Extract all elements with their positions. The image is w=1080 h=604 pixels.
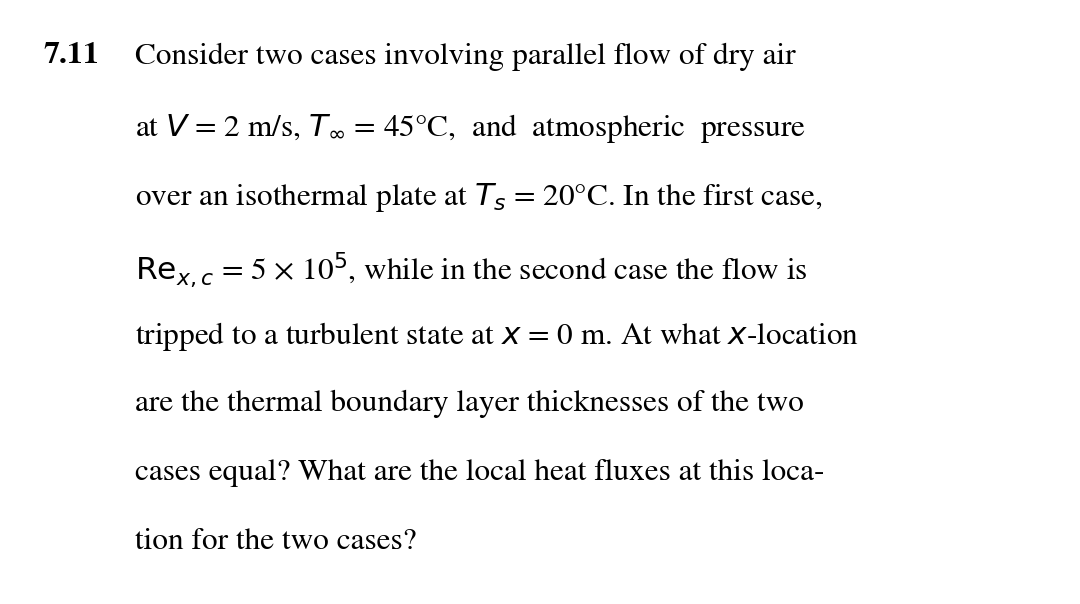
Text: 7.11: 7.11 xyxy=(43,42,99,69)
Text: over an isothermal plate at $T_s$ = 20°C. In the first case,: over an isothermal plate at $T_s$ = 20°C… xyxy=(135,181,823,214)
Text: $\mathrm{Re}_{x,c}$ = 5 × 10$^5$, while in the second case the flow is: $\mathrm{Re}_{x,c}$ = 5 × 10$^5$, while … xyxy=(135,251,808,289)
Text: at $V$ = 2 m/s, $T_{\infty}$ = 45°C,  and  atmospheric  pressure: at $V$ = 2 m/s, $T_{\infty}$ = 45°C, and… xyxy=(135,112,806,145)
Text: cases equal? What are the local heat fluxes at this loca-: cases equal? What are the local heat flu… xyxy=(135,459,824,487)
Text: tripped to a turbulent state at $x$ = 0 m. At what $x$-location: tripped to a turbulent state at $x$ = 0 … xyxy=(135,320,859,353)
Text: Consider two cases involving parallel flow of dry air: Consider two cases involving parallel fl… xyxy=(135,42,796,71)
Text: are the thermal boundary layer thicknesses of the two: are the thermal boundary layer thickness… xyxy=(135,390,804,418)
Text: tion for the two cases?: tion for the two cases? xyxy=(135,528,417,556)
